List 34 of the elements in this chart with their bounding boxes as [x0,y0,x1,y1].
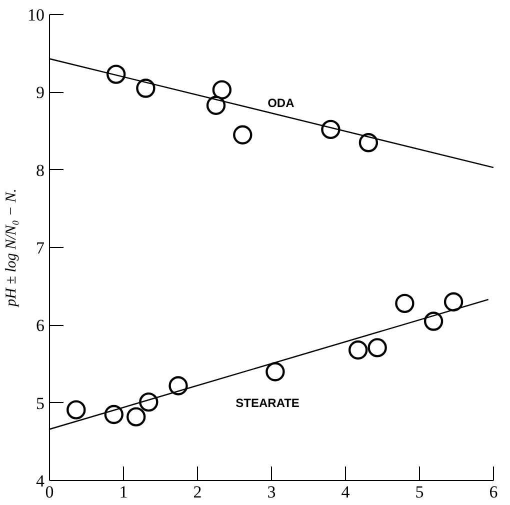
point [106,64,126,84]
point [266,362,285,382]
point [139,392,158,412]
point [66,400,86,420]
point [444,292,464,312]
point [168,376,188,396]
point [212,80,232,100]
y-tick-label: 5 [36,394,44,413]
x-tick-label: 1 [119,482,128,502]
point [206,96,226,115]
y-tick-label: 8 [36,160,44,180]
point [321,120,340,140]
point [424,312,444,331]
point [136,78,156,98]
y-tick-label: 6 [36,316,44,336]
x-tick-label: 0 [45,482,54,502]
point [395,294,414,314]
point [348,340,368,360]
x-tick-label: 6 [489,482,498,502]
point [233,125,252,144]
x-tick-label: 3 [267,482,276,502]
y-tick-label: 10 [28,6,44,24]
y-axis-title: pH ± log N/N₀ − N. [4,188,20,308]
point [368,338,387,358]
annotation: STEARATE [236,396,300,410]
point [358,133,378,152]
point [126,407,146,426]
x-tick-label: 5 [415,482,424,502]
y-tick-label: 7 [36,238,45,258]
y-tick-label: 9 [36,83,44,102]
x-tick-label: 2 [193,482,202,502]
point [104,404,124,424]
annotation: ODA [268,96,295,110]
x-tick-label: 4 [341,482,350,502]
